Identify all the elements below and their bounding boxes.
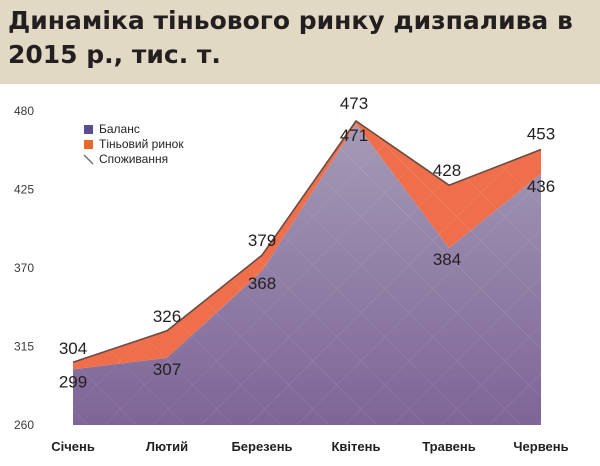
balance-value-label: 471: [340, 126, 368, 145]
x-tick-label: Березень: [231, 439, 292, 454]
balance-value-label: 384: [433, 250, 461, 269]
balance-value-label: 299: [59, 372, 87, 391]
balance-value-label: 307: [153, 360, 181, 379]
balance-value-label: 436: [527, 177, 555, 196]
x-tick-label: Травень: [422, 439, 476, 454]
x-tick-label: Червень: [513, 439, 568, 454]
consumption-value-label: 453: [527, 125, 555, 144]
y-tick-label: 315: [14, 340, 34, 354]
legend-label: Баланс: [99, 122, 140, 136]
legend-label: Споживання: [99, 152, 168, 166]
x-tick-label: Лютий: [146, 439, 188, 454]
consumption-value-label: 326: [153, 307, 181, 326]
consumption-value-label: 428: [433, 161, 461, 180]
area-chart: 260 315 370 425 480 Січень Лютий Березень Квіте…: [14, 94, 569, 454]
balance-value-label: 368: [248, 274, 276, 293]
y-tick-label: 480: [14, 104, 34, 118]
y-tick-label: 370: [14, 261, 34, 275]
consumption-line: [72, 119, 542, 363]
y-tick-label: 425: [14, 183, 34, 197]
balance-area-pattern: [73, 123, 541, 425]
consumption-value-label: 473: [340, 94, 368, 113]
x-tick-label: Квітень: [332, 439, 381, 454]
legend-swatch-balance: [84, 125, 93, 134]
y-tick-label: 260: [14, 418, 34, 432]
legend-label: Тіньовий ринок: [99, 137, 184, 151]
chart-header: Динаміка тіньового ринку дизпалива в 201…: [0, 0, 600, 84]
consumption-value-label: 379: [248, 231, 276, 250]
legend-swatch-shadow-market: [84, 140, 93, 149]
legend-swatch-consumption: [83, 154, 94, 165]
x-tick-label: Січень: [51, 439, 95, 454]
chart-title: Динаміка тіньового ринку дизпалива в 201…: [8, 6, 573, 69]
shadow-market-area-pattern: [73, 120, 541, 370]
consumption-value-label: 304: [59, 339, 87, 358]
